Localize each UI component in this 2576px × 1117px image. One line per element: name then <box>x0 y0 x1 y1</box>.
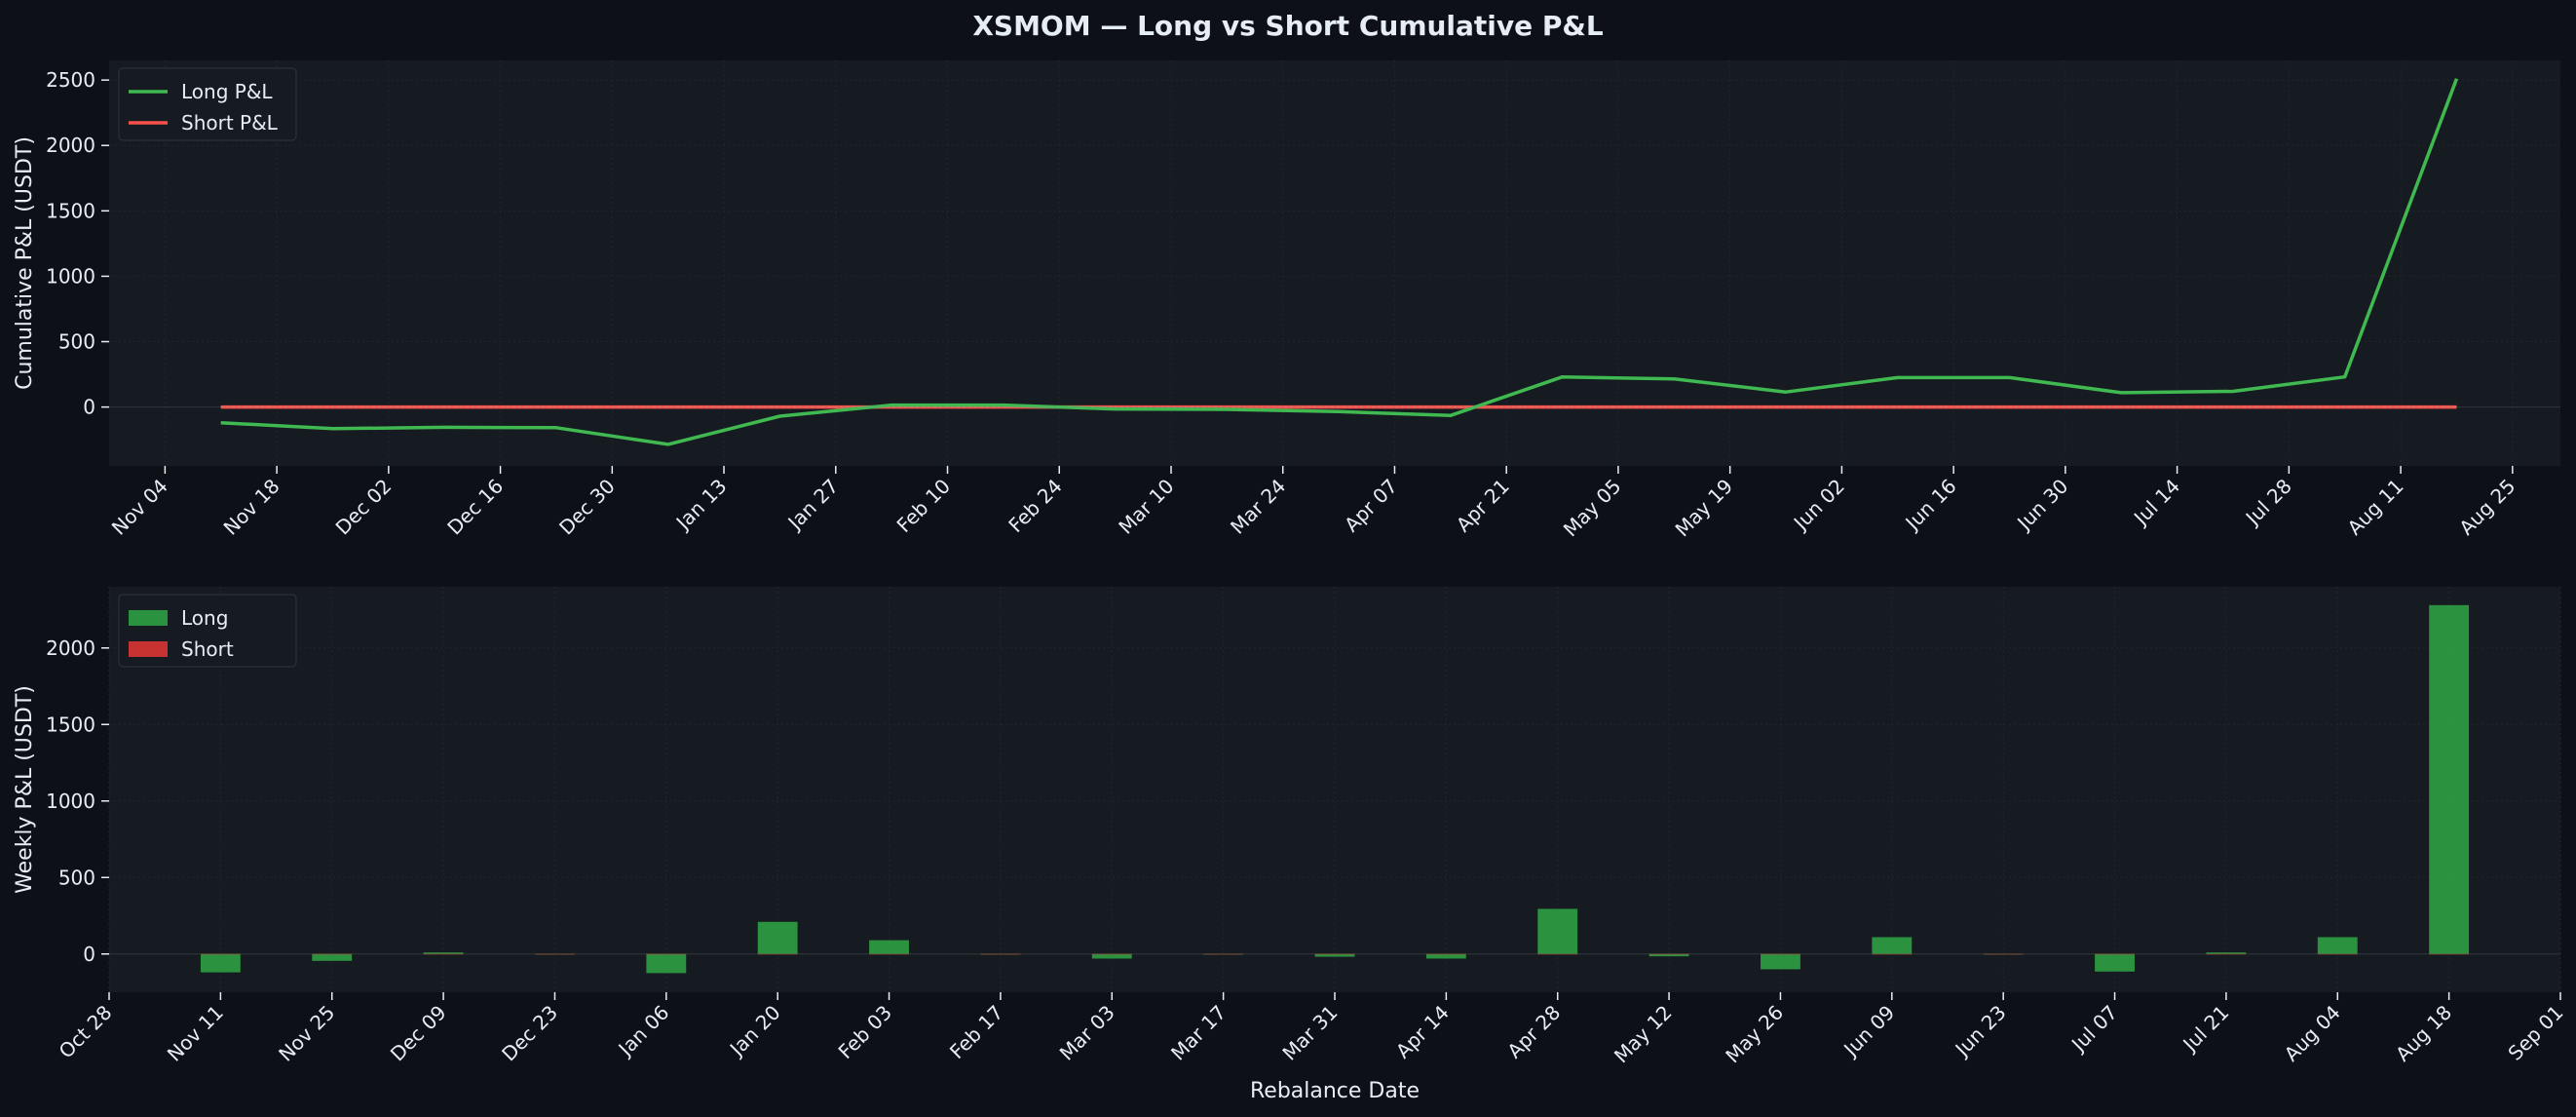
legend-swatch <box>129 641 168 657</box>
y-axis-label: Weekly P&L (USDT) <box>13 685 37 894</box>
legend-label: Long <box>181 606 228 630</box>
bar-short <box>1537 953 1578 955</box>
y-tick-label: 1000 <box>46 264 95 288</box>
legend-label: Short <box>181 637 234 661</box>
bar-short <box>1761 953 1800 955</box>
bar-short <box>646 953 687 955</box>
bar-long <box>646 953 687 974</box>
legend-label: Long P&L <box>181 80 273 103</box>
bar-short <box>869 953 909 955</box>
bar-long <box>1091 953 1132 959</box>
bar-short <box>1648 953 1689 955</box>
plot-area <box>109 587 2560 992</box>
bar-long <box>1425 953 1466 959</box>
y-tick-label: 1500 <box>46 713 95 736</box>
bar-long <box>1314 953 1355 957</box>
y-axis-label: Cumulative P&L (USDT) <box>13 136 37 390</box>
bar-short <box>757 953 798 955</box>
bar-long <box>1872 937 1913 954</box>
y-tick-label: 2000 <box>46 134 95 157</box>
bar-short <box>2429 953 2470 955</box>
bar-long <box>200 953 241 973</box>
y-tick-label: 500 <box>58 866 95 889</box>
bar-short <box>535 953 575 955</box>
bar-long <box>312 953 353 961</box>
bar-short <box>1091 953 1132 955</box>
bar-long <box>869 940 909 954</box>
bar-long <box>2317 937 2358 954</box>
bar-short <box>980 953 1021 955</box>
bar-long <box>2095 953 2135 972</box>
bar-short <box>1425 953 1466 955</box>
bar-short <box>200 953 241 955</box>
bar-long <box>2206 952 2247 954</box>
y-tick-label: 2000 <box>46 636 95 660</box>
y-tick-label: 1000 <box>46 790 95 813</box>
bar-short <box>2206 953 2247 955</box>
plot-area <box>109 60 2560 466</box>
legend-swatch <box>129 610 168 626</box>
figure-title: XSMOM — Long vs Short Cumulative P&L <box>972 10 1604 42</box>
bar-short <box>1872 953 1913 955</box>
bar-short <box>1983 953 2024 955</box>
bar-short <box>312 953 353 955</box>
bar-short <box>2095 953 2135 955</box>
bar-long <box>757 921 798 954</box>
bar-long <box>1761 953 1800 970</box>
bar-long <box>1648 953 1689 957</box>
legend-label: Short P&L <box>181 111 279 135</box>
bar-long <box>423 952 464 954</box>
bar-long <box>1537 908 1578 954</box>
y-tick-label: 500 <box>58 330 95 354</box>
y-tick-label: 1500 <box>46 199 95 222</box>
bar-short <box>2317 953 2358 955</box>
bar-long <box>2429 604 2470 954</box>
y-tick-label: 2500 <box>46 68 95 92</box>
bar-short <box>1203 953 1244 955</box>
bar-short <box>423 953 464 955</box>
y-tick-label: 0 <box>83 396 95 419</box>
bar-short <box>1314 953 1355 955</box>
y-tick-label: 0 <box>83 943 95 966</box>
x-axis-label: Rebalance Date <box>1250 1079 1420 1103</box>
